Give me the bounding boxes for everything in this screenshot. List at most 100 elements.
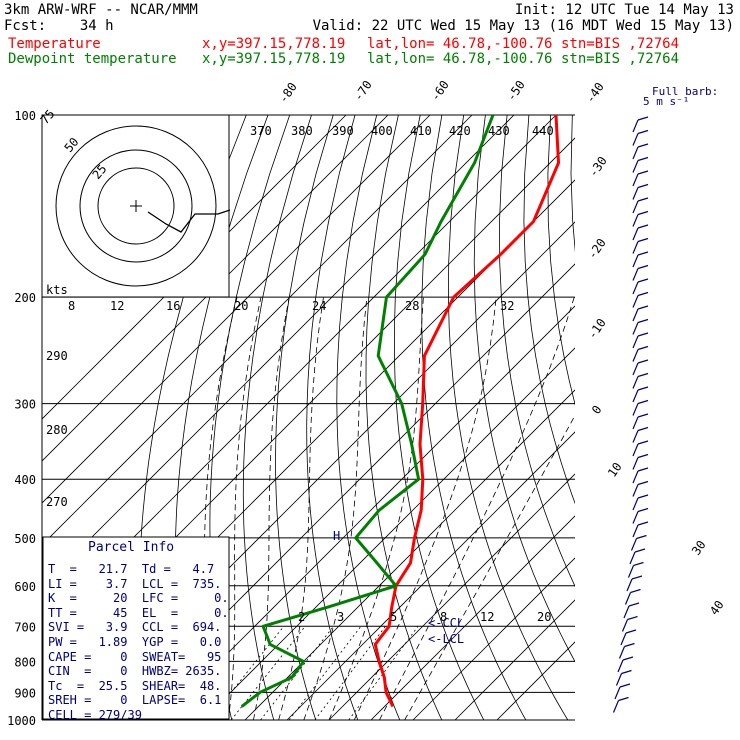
isotherm-line [42,115,515,588]
wind-barb [618,646,626,659]
wind-barb-flag [633,561,644,567]
isotherm-label: 10 [605,460,625,480]
wind-barb [632,160,639,173]
hodograph-origin [130,200,142,212]
theta-label: 380 [291,124,313,138]
wind-barb [617,659,624,673]
wind-barb [632,403,639,416]
parcel-info-row: K = 20 LFC = 0. [48,591,229,606]
wind-barb [615,673,623,686]
isotherm-label: 30 [689,538,709,558]
dry-adiabat [594,115,740,720]
wind-barb [614,686,621,700]
init-time: Init: 12 UTC Tue 14 May 13 [514,2,734,18]
wind-barb [632,227,639,241]
wind-barb [632,335,639,349]
dewpoint-station: stn=BIS ,72764 [561,51,680,67]
dry-adiabat [616,115,740,720]
pressure-label: 300 [14,398,36,412]
isotherm-label: 40 [707,598,727,618]
wind-barb [632,187,639,200]
wind-barb [623,605,630,619]
moist-adiabat [278,297,324,720]
wind-barb [632,443,639,457]
lcl-annotation: <-LCL [428,632,464,646]
isotherm-label: -10 [585,316,609,342]
wind-barb-flag [637,156,649,162]
isotherm-line [412,557,575,720]
theta-label: 420 [449,124,471,138]
wind-barb-flag [624,642,635,648]
wind-barb-flag [628,602,640,607]
isotherm-label: 0 [589,403,605,417]
pressure-label: 200 [14,291,36,305]
wind-barb-flag [634,548,646,553]
wind-barb-flag [637,386,649,391]
wind-barb-flag [637,507,649,513]
mixing-ratio-label: 12 [110,299,124,313]
isotherm-label: -60 [428,78,452,104]
wind-barb [632,214,639,227]
wind-barb [632,457,639,470]
wind-barb [632,119,639,133]
dry-adiabat [421,115,527,720]
isotherm-label: -70 [351,78,375,104]
barb-legend-unit: 5 m s⁻¹ [643,95,690,108]
wind-barb-flag [631,575,643,580]
pressure-label: 900 [14,686,36,700]
dry-adiabat [499,115,575,588]
isotherm-line [160,305,575,720]
hodograph-ring [97,167,175,245]
wind-barb-flag [637,264,649,270]
isotherm-label: -80 [276,80,300,106]
wind-barb-flag [637,305,649,310]
wind-barb-flag [637,210,649,216]
dry-adiabat [336,115,401,720]
wind-barb-flag [637,332,649,337]
wind-barb [632,146,639,160]
wind-barb-flag [636,534,647,540]
isotherm-line [286,431,575,720]
theta-label: 390 [332,124,354,138]
profile-marker: H [333,529,340,543]
wind-barb-flag [637,197,649,202]
wind-barb-flag [619,683,631,688]
wind-barb-flag [637,318,649,324]
wind-barb [620,632,627,646]
wind-barb [629,551,636,565]
wind-barb [627,565,635,578]
wind-barb-flag [637,413,649,418]
dry-adiabat [703,115,740,720]
wind-barb-flag [618,696,629,702]
hodograph-trace [147,209,231,233]
theta-label: 280 [46,423,68,437]
dry-adiabat [365,115,443,720]
mixing-ratio-label-lower: 8 [440,610,447,624]
parcel-info-row: SVI = 3.9 CCL = 694. [48,620,222,635]
pressure-label: 700 [14,620,36,634]
theta-label: 440 [532,124,554,138]
wind-barb [632,133,639,146]
wind-barb-flag [637,521,649,526]
wind-barb-flag [637,440,649,445]
wind-barb [632,349,639,362]
hodograph-ring [55,125,217,287]
parcel-info-row: TT = 45 EL = 0. [48,605,229,620]
theta-label: 270 [46,495,68,509]
parcel-info-row: CAPE = 0 SWEAT= 95 [48,649,222,664]
isotherm-line [42,115,431,504]
dewpoint-latlon: lat,lon= 46.78,-100.76 [367,51,553,67]
isotherm-line [42,115,473,546]
wind-barb-flag [627,615,638,621]
theta-label: 410 [410,124,432,138]
wind-barb [632,416,639,430]
ccl-annotation: <-CCL [428,616,464,630]
mixing-ratio-label-lower: 5 [390,610,397,624]
mixing-ratio-label: 8 [68,299,75,313]
mixing-ratio-label-lower: 12 [480,610,494,624]
dry-adiabat [394,115,485,720]
wind-barb [632,524,639,538]
wind-barb [632,389,639,403]
moist-adiabat [303,297,368,720]
